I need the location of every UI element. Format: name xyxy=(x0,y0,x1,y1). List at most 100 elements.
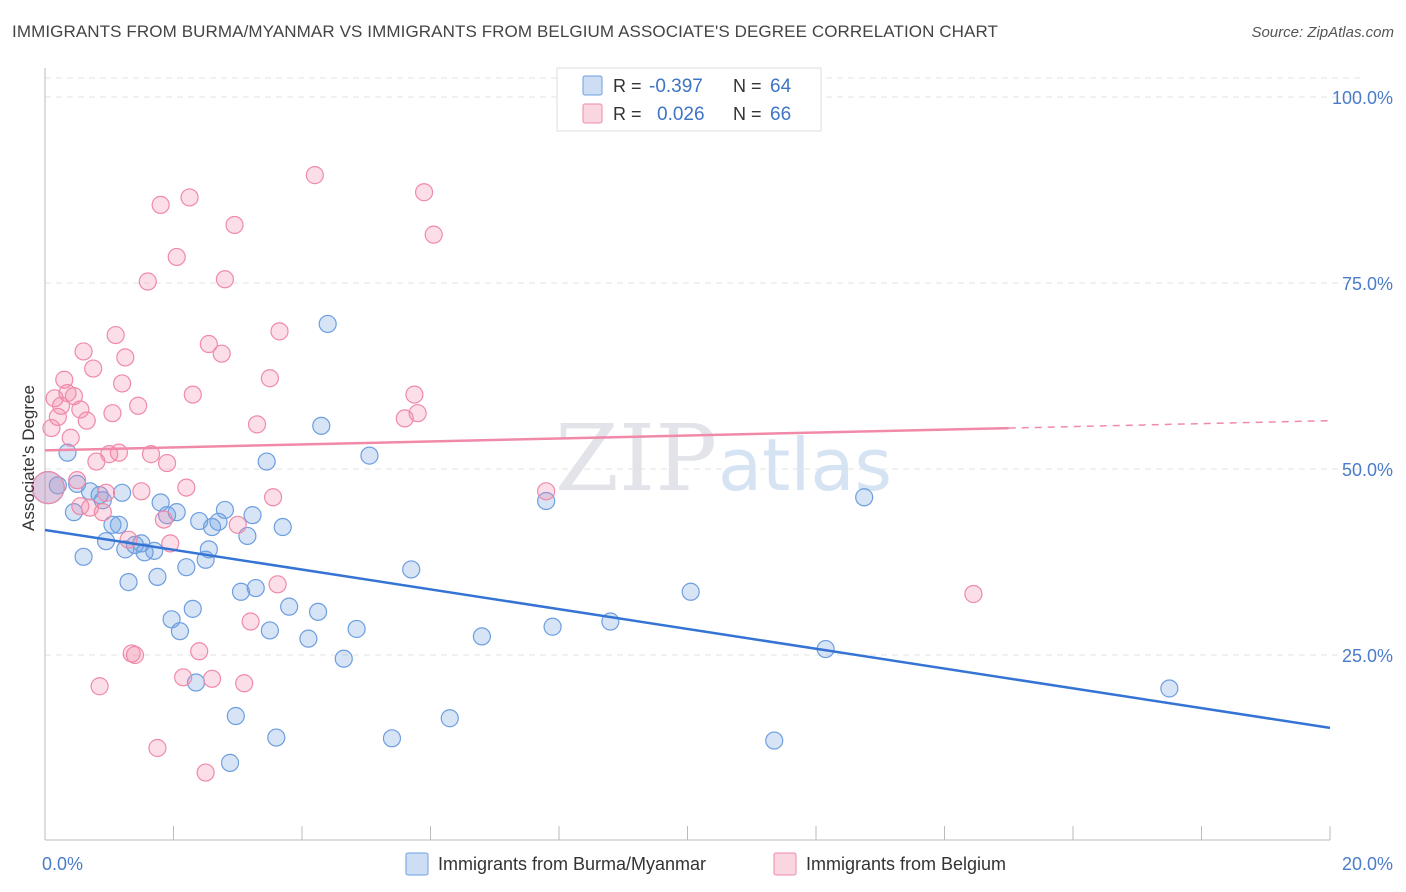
belgium-point-29 xyxy=(132,482,151,501)
belgium-point-16 xyxy=(90,677,109,696)
burma-point-10 xyxy=(109,515,128,534)
grid-lines xyxy=(45,77,1365,656)
burma-point-47 xyxy=(382,729,402,748)
burma-point-24 xyxy=(183,599,202,618)
belgium-point-56 xyxy=(405,385,424,404)
belgium-point-64 xyxy=(71,497,90,516)
y-tick-label-25: 25.0% xyxy=(1342,646,1393,666)
belgium-point-18 xyxy=(96,483,116,502)
belgium-point-43 xyxy=(202,669,222,688)
burma-point-44 xyxy=(334,649,353,668)
series-legend-label-burma: Immigrants from Burma/Myanmar xyxy=(438,854,706,874)
belgium-point-46 xyxy=(225,215,244,235)
y-tick-label-100: 100.0% xyxy=(1332,88,1393,108)
legend-r-label-1: R = xyxy=(613,76,642,96)
burma-point-1 xyxy=(48,476,67,495)
belgium-point-41 xyxy=(196,763,215,782)
belgium-point-47 xyxy=(235,674,254,693)
burma-point-32 xyxy=(226,706,245,726)
burma-point-55 xyxy=(765,731,784,750)
x-tick-label-0: 0.0% xyxy=(42,854,83,874)
belgium-point-3 xyxy=(48,407,67,427)
burma-point-22 xyxy=(170,622,190,641)
burma-point-38 xyxy=(260,621,279,640)
belgium-point-45 xyxy=(215,270,234,289)
watermark-zip: ZIP xyxy=(555,405,717,512)
belgium-point-20 xyxy=(103,404,122,423)
belgium-point-52 xyxy=(268,575,287,594)
legend-r-value-2: 0.026 xyxy=(657,104,705,125)
burma-point-60 xyxy=(312,416,331,435)
burma-point-36 xyxy=(246,578,265,598)
burma-point-37 xyxy=(257,452,276,471)
belgium-point-50 xyxy=(260,369,279,388)
legend-r-value-1: -0.397 xyxy=(649,76,703,97)
watermark: ZIP atlas xyxy=(555,405,892,512)
axes xyxy=(44,68,1331,841)
burma-point-31 xyxy=(220,753,240,772)
burma-point-58 xyxy=(1160,679,1179,698)
belgium-point-17 xyxy=(93,503,112,522)
burma-point-50 xyxy=(472,627,491,646)
burma-point-35 xyxy=(243,506,262,525)
belgium-point-32 xyxy=(148,738,167,758)
belgium-point-23 xyxy=(112,374,132,393)
burma-point-23 xyxy=(177,558,196,577)
belgium-point-51 xyxy=(263,488,283,507)
belgium-point-12 xyxy=(77,411,96,430)
burma-point-46 xyxy=(360,446,379,465)
burma-point-52 xyxy=(543,617,562,636)
chart-title: IMMIGRANTS FROM BURMA/MYANMAR VS IMMIGRA… xyxy=(12,22,999,41)
belgium-point-1 xyxy=(42,418,61,438)
burma-point-42 xyxy=(308,602,328,621)
belgium-point-61 xyxy=(964,584,983,604)
legend-box: R = -0.397 N = 64 R = 0.026 N = 66 xyxy=(556,67,822,132)
burma-point-40 xyxy=(280,597,299,616)
belgium-point-59 xyxy=(424,225,443,244)
belgium-point-48 xyxy=(241,612,260,631)
belgium-point-40 xyxy=(190,642,209,661)
series-legend-swatch-burma xyxy=(405,852,429,876)
belgium-point-5 xyxy=(55,370,74,389)
belgium-point-38 xyxy=(180,188,199,207)
burma-point-49 xyxy=(440,709,459,728)
source-label: Source: ZipAtlas.com xyxy=(1251,24,1394,41)
burma-point-9 xyxy=(103,515,122,534)
belgium-point-9 xyxy=(68,471,87,490)
y-tick-label-75: 75.0% xyxy=(1342,274,1393,294)
belgium-point-24 xyxy=(116,348,135,367)
legend-n-label-2: N = xyxy=(733,104,762,124)
legend-n-label-1: N = xyxy=(733,76,762,96)
belgium-point-28 xyxy=(129,396,148,415)
x-tick-label-20: 20.0% xyxy=(1342,854,1393,874)
legend-r-label-2: R = xyxy=(613,104,642,124)
burma-point-54 xyxy=(681,582,700,601)
belgium-point-54 xyxy=(305,166,324,185)
belgium-point-27 xyxy=(125,645,145,665)
series-legend: Immigrants from Burma/Myanmar Immigrants… xyxy=(405,852,1006,876)
belgium-point-65 xyxy=(228,515,247,534)
legend-swatch-burma xyxy=(582,75,603,96)
burma-point-59 xyxy=(267,728,286,747)
trend-lines xyxy=(44,419,1331,730)
belgium-point-22 xyxy=(109,443,128,462)
burma-point-2 xyxy=(58,443,77,462)
data-points xyxy=(31,166,1179,782)
belgium-point-36 xyxy=(167,247,186,267)
belgium-point-25 xyxy=(119,530,138,549)
belgium-point-31 xyxy=(141,445,161,464)
burma-point-45 xyxy=(347,619,366,639)
burma-point-57 xyxy=(855,488,874,507)
series-legend-swatch-belgium xyxy=(773,852,797,876)
belgium-point-53 xyxy=(270,322,289,341)
burma-point-33 xyxy=(231,582,251,601)
y-axis-label: Associate's Degree xyxy=(19,385,38,531)
burma-point-4 xyxy=(74,547,93,566)
belgium-trend-line-extension xyxy=(1008,419,1331,429)
legend-swatch-belgium xyxy=(582,103,603,124)
belgium-point-39 xyxy=(183,385,202,404)
belgium-point-34 xyxy=(154,510,173,529)
belgium-point-0 xyxy=(31,471,65,505)
belgium-point-63 xyxy=(157,453,177,473)
